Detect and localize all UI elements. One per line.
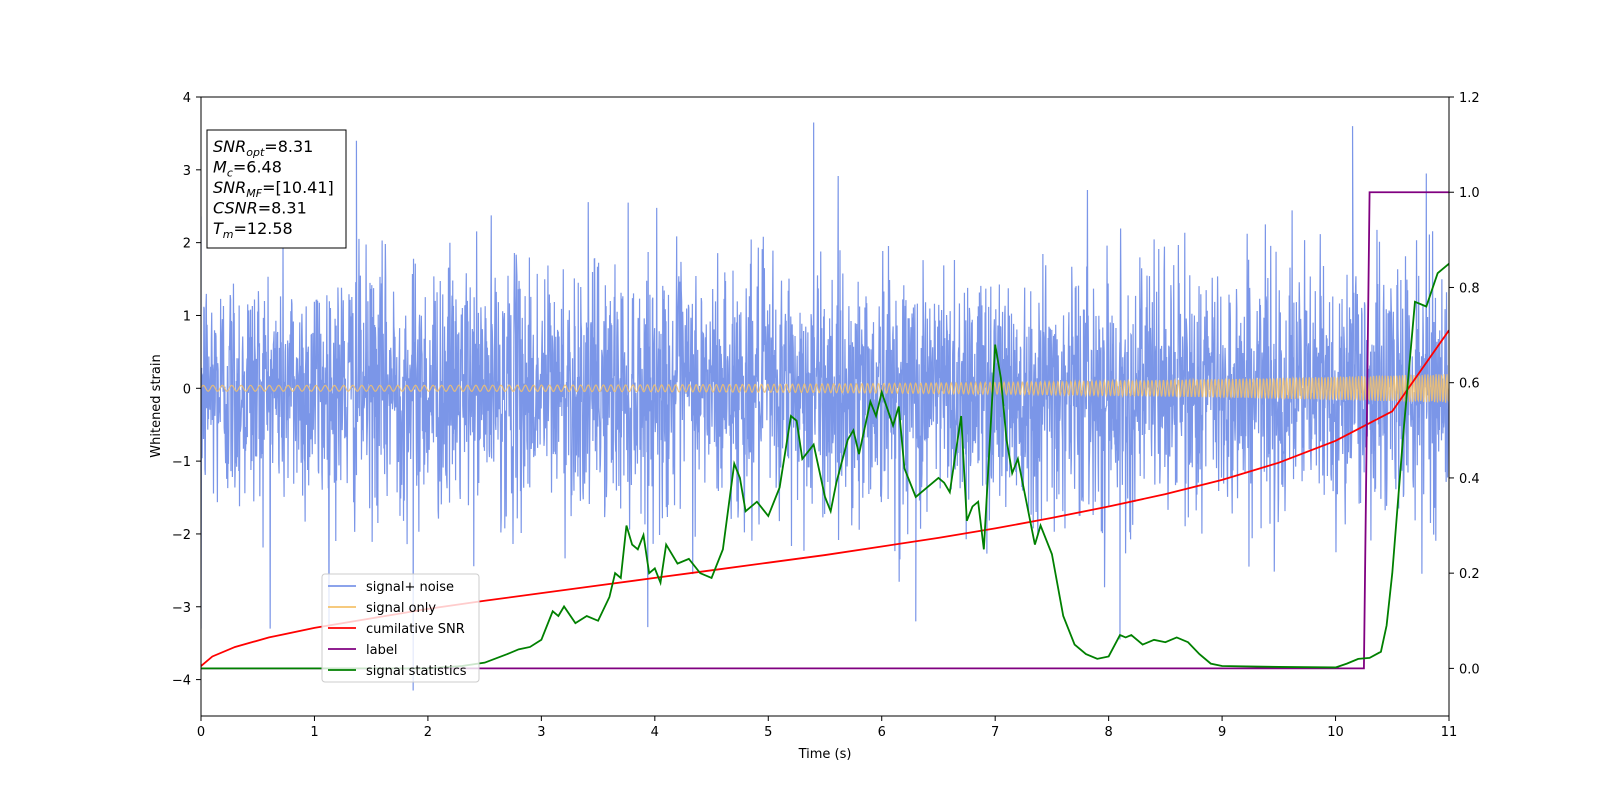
y-tick-label: 4: [183, 91, 191, 106]
plot-area: [201, 122, 1449, 691]
plot-clip-group: [201, 122, 1449, 691]
x-tick-label: 10: [1327, 725, 1344, 740]
annotation-symbol: CSNR: [213, 199, 258, 218]
annotation-line: Mc=6.48: [213, 158, 282, 180]
annotation-line: SNRopt=8.31: [213, 137, 313, 159]
legend-frame: [321, 573, 480, 683]
x-tick-label: 11: [1441, 725, 1458, 740]
annotation-value: =12.58: [234, 219, 293, 238]
x-axis-title: Time (s): [798, 747, 852, 762]
series-signal-only: [201, 373, 1449, 403]
legend-label: signal statistics: [366, 664, 467, 679]
annotation-value: =6.48: [233, 158, 282, 177]
x-tick-label: 3: [537, 725, 545, 740]
y-tick-label: −4: [172, 674, 191, 689]
annotation-line: SNRMF=[10.41]: [213, 178, 334, 200]
series-cumulative-snr: [201, 329, 1449, 667]
annotation-line: CSNR=8.31: [213, 199, 307, 218]
annotation-symbol: SNR: [213, 178, 246, 197]
x-tick-label: 2: [424, 725, 432, 740]
y-tick-label: 3: [183, 164, 191, 179]
y2-tick-label: 0.8: [1459, 281, 1480, 296]
series-label: [201, 191, 1449, 670]
y2-tick-label: 0.4: [1459, 472, 1480, 487]
y-tick-label: 1: [183, 309, 191, 324]
y-tick-label: −2: [172, 528, 191, 543]
legend: signal+ noise signal only cumilative SNR la…: [321, 573, 480, 683]
stats-annotation-box: SNRopt=8.31Mc=6.48SNRMF=[10.41]CSNR=8.31…: [206, 129, 347, 249]
legend-label: signal+ noise: [366, 580, 454, 595]
legend-label: cumilative SNR: [366, 622, 465, 637]
x-tick-label: 1: [310, 725, 318, 740]
y2-tick-label: 1.0: [1459, 186, 1480, 201]
x-tick-label: 4: [651, 725, 659, 740]
x-tick-label: 0: [197, 725, 205, 740]
annotation-subscript: m: [223, 228, 234, 241]
y2-tick-label: 0.6: [1459, 377, 1480, 392]
annotation-value: =8.31: [264, 137, 313, 156]
y-axis-title: Whitened strain: [149, 354, 164, 457]
x-tick-label: 6: [878, 725, 886, 740]
y-tick-label: 0: [183, 382, 191, 397]
series-signal-statistics: [201, 262, 1449, 670]
annotation-subscript: c: [227, 167, 233, 180]
x-tick-label: 9: [1218, 725, 1226, 740]
y2-tick-label: 0.0: [1459, 662, 1480, 677]
x-tick-label: 7: [991, 725, 999, 740]
annotation-frame: [206, 129, 347, 249]
annotation-subscript: MF: [246, 187, 262, 200]
annotation-value: =[10.41]: [262, 178, 334, 197]
y2-tick-label: 1.2: [1459, 91, 1480, 106]
plot-frame: [200, 96, 1450, 717]
y-tick-label: 2: [183, 237, 191, 252]
series-signal-noise: [201, 122, 1449, 691]
x-tick-label: 5: [764, 725, 772, 740]
x-tick-label: 8: [1104, 725, 1112, 740]
annotation-value: =8.31: [258, 199, 307, 218]
legend-label: signal only: [366, 601, 436, 616]
annotation-symbol: T: [213, 219, 224, 238]
annotation-line: Tm=12.58: [213, 219, 293, 241]
annotation-symbol: SNR: [213, 137, 246, 156]
annotation-symbol: M: [213, 158, 227, 177]
annotation-subscript: opt: [246, 146, 265, 159]
legend-label: label: [366, 643, 397, 658]
y2-tick-label: 0.2: [1459, 567, 1480, 582]
y-tick-label: −1: [172, 455, 191, 470]
axes: Time (s) Whitened strain 0 1 2 3 4 5 6 7 8 9 10 114…: [149, 91, 1480, 762]
y-tick-label: −3: [172, 601, 191, 616]
